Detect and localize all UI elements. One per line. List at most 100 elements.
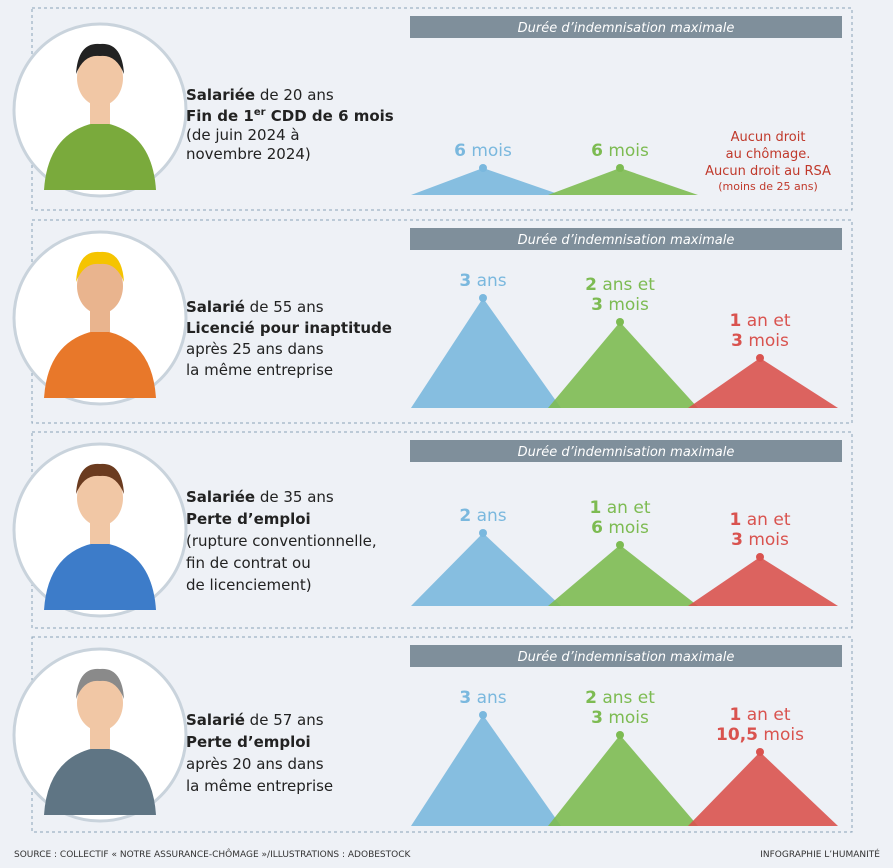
duration-unit: mois — [743, 530, 789, 550]
duration-label: 3 ans — [459, 271, 506, 291]
person-text: er — [254, 107, 266, 118]
duration-label: 6 mois — [591, 141, 649, 161]
duration-unit: an et — [741, 510, 790, 530]
duration-unit: mois — [603, 295, 649, 315]
person-text: Salariée — [186, 488, 255, 506]
duration-label: 1 an et — [590, 498, 651, 518]
peak-dot — [479, 294, 487, 302]
peak-dot — [616, 731, 624, 739]
duration-number: 6 — [591, 518, 603, 538]
person-text: CDD de 6 mois — [266, 107, 394, 125]
peak-dot — [479, 711, 487, 719]
peak-dot — [479, 529, 487, 537]
note-line: Aucun droit au RSA — [705, 164, 831, 179]
duration-number: 10,5 — [716, 725, 758, 745]
duration-label: 6 mois — [454, 141, 512, 161]
duration-unit: ans — [471, 271, 507, 291]
peak-dot — [756, 553, 764, 561]
person-line: Fin de 1er CDD de 6 mois — [186, 107, 394, 125]
header: Durée d’indemnisation maximale — [518, 21, 735, 36]
infographic: SOURCE : COLLECTIF « NOTRE ASSURANCE-CHÔ… — [0, 0, 893, 868]
duration-number: 3 — [459, 688, 471, 708]
duration-number: 2 — [585, 688, 597, 708]
duration-label: 1 an et — [730, 510, 791, 530]
person-text: Licencié pour inaptitude — [186, 319, 392, 337]
person-line: fin de contrat ou — [186, 554, 311, 572]
peak-dot — [616, 541, 624, 549]
duration-number: 6 — [454, 141, 466, 161]
duration-unit: an et — [741, 311, 790, 331]
header: Durée d’indemnisation maximale — [518, 650, 735, 665]
person-text: après 20 ans dans — [186, 755, 324, 773]
duration-number: 1 — [730, 705, 742, 725]
duration-unit: mois — [603, 518, 649, 538]
person-text: de 20 ans — [255, 86, 334, 104]
person-text: (rupture conventionnelle, — [186, 532, 377, 550]
person-text: novembre 2024) — [186, 145, 311, 163]
duration-number: 1 — [590, 498, 602, 518]
person-line: Salarié de 57 ans — [186, 711, 324, 729]
peak-dot — [756, 354, 764, 362]
duration-label: 1 an et — [730, 311, 791, 331]
duration-unit: mois — [466, 141, 512, 161]
source: SOURCE : COLLECTIF « NOTRE ASSURANCE-CHÔ… — [14, 848, 412, 860]
person-line: après 25 ans dans — [186, 340, 324, 358]
duration-shape — [548, 322, 698, 408]
peak-dot — [616, 318, 624, 326]
person-line: la même entreprise — [186, 361, 333, 379]
peak-dot — [616, 164, 624, 172]
person-text: fin de contrat ou — [186, 554, 311, 572]
person-line: Licencié pour inaptitude — [186, 319, 392, 337]
duration-unit: an et — [741, 705, 790, 725]
person-line: Salariée de 35 ans — [186, 488, 334, 506]
duration-number: 3 — [731, 331, 743, 351]
duration-number: 1 — [730, 510, 742, 530]
duration-number: 2 — [459, 506, 471, 526]
duration-label: 1 an et — [730, 705, 791, 725]
duration-unit: an et — [601, 498, 650, 518]
person-text: (de juin 2024 à — [186, 126, 300, 144]
person-line: Perte d’emploi — [186, 510, 311, 528]
credit: INFOGRAPHIE L’HUMANITÉ — [760, 848, 880, 860]
duration-label: 10,5 mois — [716, 725, 804, 745]
duration-number: 3 — [591, 708, 603, 728]
page: SOURCE : COLLECTIF « NOTRE ASSURANCE-CHÔ… — [0, 0, 893, 868]
person-text: de licenciement) — [186, 576, 312, 594]
duration-number: 6 — [591, 141, 603, 161]
person-text: de 57 ans — [245, 711, 324, 729]
duration-unit: ans et — [597, 688, 655, 708]
person-text: après 25 ans dans — [186, 340, 324, 358]
duration-shape — [548, 545, 698, 606]
person-line: Salarié de 55 ans — [186, 298, 324, 316]
person-line: de licenciement) — [186, 576, 312, 594]
person-text: de 55 ans — [245, 298, 324, 316]
person-text: la même entreprise — [186, 777, 333, 795]
duration-number: 3 — [731, 530, 743, 550]
person-line: novembre 2024) — [186, 145, 311, 163]
note-line: (moins de 25 ans) — [718, 180, 817, 193]
duration-label: 2 ans et — [585, 688, 655, 708]
duration-unit: mois — [603, 141, 649, 161]
peak-dot — [479, 164, 487, 172]
person-line: (rupture conventionnelle, — [186, 532, 377, 550]
person-text: Salarié — [186, 711, 245, 729]
duration-unit: ans — [471, 688, 507, 708]
duration-unit: mois — [603, 708, 649, 728]
duration-label: 3 mois — [731, 530, 789, 550]
person-line: Perte d’emploi — [186, 733, 311, 751]
duration-shape — [548, 168, 698, 195]
duration-shape — [688, 557, 838, 606]
person-text: Salariée — [186, 86, 255, 104]
duration-number: 1 — [730, 311, 742, 331]
person-text: Perte d’emploi — [186, 510, 311, 528]
duration-label: 6 mois — [591, 518, 649, 538]
duration-shape — [411, 533, 561, 606]
duration-label: 3 ans — [459, 688, 506, 708]
person-text: la même entreprise — [186, 361, 333, 379]
duration-label: 3 mois — [731, 331, 789, 351]
duration-shape — [411, 168, 561, 195]
person-text: Salarié — [186, 298, 245, 316]
person-line: Salariée de 20 ans — [186, 86, 334, 104]
duration-number: 3 — [591, 295, 603, 315]
duration-shape — [688, 752, 838, 826]
